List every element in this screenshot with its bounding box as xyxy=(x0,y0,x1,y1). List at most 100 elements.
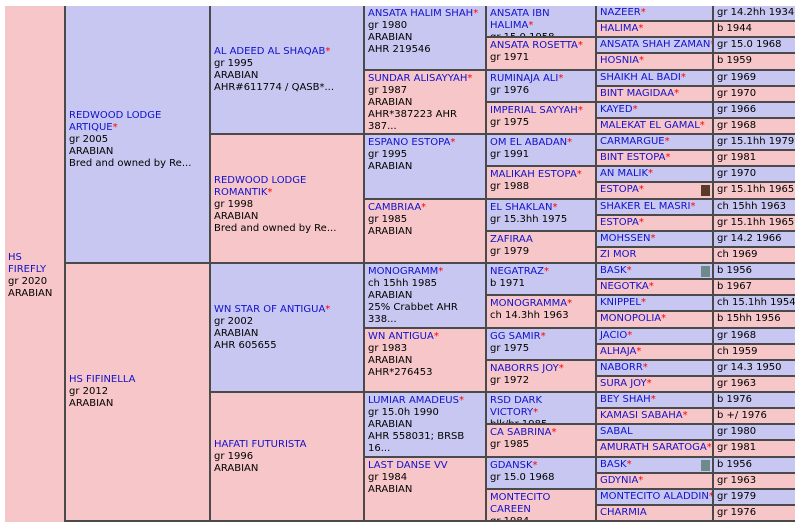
top-clipped-text xyxy=(0,0,800,6)
ancestor-date-cell: gr 1968 xyxy=(714,329,795,343)
ancestor-name-link[interactable]: AMURATH SARATOGA xyxy=(600,442,707,453)
ancestor-name-link[interactable]: NEGATRAZ xyxy=(490,266,544,277)
subject-horse-name-link[interactable]: HS FIREFLY xyxy=(8,252,47,275)
ancestor-cell-g4-6: EL SHAKLAN* gr 15.3hh 1975 xyxy=(487,200,595,230)
ancestor-name-link[interactable]: BINT MAGIDAA xyxy=(600,88,675,99)
ancestor-name-link[interactable]: MONTECITO CAREEN xyxy=(490,492,551,515)
ancestor-name-link[interactable]: LAST DANSE VV xyxy=(368,460,448,471)
ancestor-cell-g5-20: JACIO* xyxy=(597,329,712,343)
ancestor-name-link[interactable]: GG SAMIR xyxy=(490,331,541,342)
ancestor-cell-g3-5: WN ANTIGUA* gr 1983 ARABIAN AHR*276453 xyxy=(365,329,485,391)
ancestor-name-link[interactable]: HS FIFINELLA xyxy=(69,374,136,385)
ancestor-date: ch 1959 xyxy=(717,346,758,357)
ancestor-cell-g4-1: ANSATA ROSETTA* gr 1971 xyxy=(487,38,595,69)
ancestor-cell-g5-6: KAYED* xyxy=(597,103,712,117)
ancestor-date: b 1944 xyxy=(717,23,752,34)
ancestor-name-link[interactable]: REDWOOD LODGE ROMANTIK xyxy=(214,175,307,198)
ancestor-name-link[interactable]: CHARMIA xyxy=(600,507,647,518)
ancestor-name-link[interactable]: SHAIKH AL BADI xyxy=(600,72,681,83)
ancestor-date-cell: b +/ 1976 xyxy=(714,409,795,423)
ancestor-cell-g5-2: ANSATA SHAH ZAMAN* xyxy=(597,38,712,52)
ancestor-detail: gr 15.0 1958 xyxy=(490,32,592,36)
ancestor-name-link[interactable]: MONOPOLIA xyxy=(600,313,662,324)
ancestor-cell-g5-5: BINT MAGIDAA* xyxy=(597,87,712,101)
ancestor-detail: gr 1975 xyxy=(490,117,530,128)
ancestor-name-link[interactable]: JACIO xyxy=(600,330,628,341)
registered-star-icon: * xyxy=(438,266,444,277)
ancestor-name-link[interactable]: NAZEER xyxy=(600,7,641,18)
ancestor-name-link[interactable]: REDWOOD LODGE ARTIQUE xyxy=(69,110,162,133)
ancestor-name-link[interactable]: MALEKAT EL GAMAL xyxy=(600,120,700,131)
ancestor-name-link[interactable]: IMPERIAL SAYYAH xyxy=(490,105,578,116)
ancestor-name-link[interactable]: MOHSSEN xyxy=(600,233,651,244)
ancestor-detail: gr 1985 xyxy=(368,214,408,225)
ancestor-name-link[interactable]: BINT ESTOPA xyxy=(600,152,666,163)
ancestor-date-cell: b 1976 xyxy=(714,393,795,407)
registered-star-icon: * xyxy=(543,266,549,277)
ancestor-name-link[interactable]: GDANSK xyxy=(490,460,533,471)
ancestor-name-link[interactable]: ESPANO ESTOPA xyxy=(368,137,451,148)
ancestor-name-link[interactable]: KAMASI SABAHA xyxy=(600,410,683,421)
ancestor-name-link[interactable]: NABORR xyxy=(600,362,643,373)
ancestor-name-link[interactable]: MONOGRAMMA xyxy=(490,298,568,309)
ancestor-name-link[interactable]: ANSATA ROSETTA xyxy=(490,40,578,51)
ancestor-name-link[interactable]: BEY SHAH xyxy=(600,394,651,405)
ancestor-detail: blk/br 1985 xyxy=(490,419,592,423)
ancestor-name-link[interactable]: WN STAR OF ANTIGUA xyxy=(214,304,326,315)
ancestor-cell-g5-0: NAZEER* xyxy=(597,6,712,20)
ancestor-name-link[interactable]: ESTOPA xyxy=(600,184,639,195)
ancestor-name-link[interactable]: SABAL xyxy=(600,426,633,437)
pedigree-table: HS FIREFLY gr 2020 ARABIAN REDWOOD LODGE AR… xyxy=(5,6,795,522)
ancestor-cell-g4-12: RSD DARK VICTORY*blk/br 1985 xyxy=(487,393,595,423)
ancestor-name-link[interactable]: ANSATA SHAH ZAMAN xyxy=(600,39,711,50)
ancestor-name-link[interactable]: OM EL ABADAN xyxy=(490,137,568,148)
ancestor-name-link[interactable]: CAMBRIAA xyxy=(368,202,422,213)
ancestor-name-link[interactable]: ANSATA IBN HALIMA xyxy=(490,8,550,31)
ancestor-name-link[interactable]: KNIPPEL xyxy=(600,297,641,308)
ancestor-cell-g5-12: SHAKER EL MASRI* xyxy=(597,200,712,214)
ancestor-name-link[interactable]: GDYNIA xyxy=(600,475,639,486)
ancestor-name-link[interactable]: NEGOTKA xyxy=(600,281,649,292)
ancestor-cell-g3-1: SUNDAR ALISAYYAH* gr 1987 ARABIAN AHR*38722… xyxy=(365,71,485,133)
ancestor-date: gr 1963 xyxy=(717,378,757,389)
ancestor-name-link[interactable]: BASK xyxy=(600,459,627,470)
registered-star-icon: * xyxy=(112,122,118,133)
ancestor-name-link[interactable]: HALIMA xyxy=(600,23,639,34)
ancestor-name-link[interactable]: MALIKAH ESTOPA xyxy=(490,169,577,180)
ancestor-detail: gr 1975 xyxy=(490,343,530,354)
ancestor-name-link[interactable]: ESTOPA xyxy=(600,217,639,228)
ancestor-name-link[interactable]: EL SHAKLAN xyxy=(490,202,553,213)
ancestor-name-link[interactable]: BASK xyxy=(600,265,627,276)
ancestor-name-link[interactable]: CARMARGUE xyxy=(600,136,665,147)
ancestor-name-link[interactable]: ZAFIRAA xyxy=(490,234,533,245)
ancestor-name-link[interactable]: HAFATI FUTURISTA xyxy=(214,439,307,450)
ancestor-cell-g4-8: NEGATRAZ* b 1971 xyxy=(487,264,595,294)
ancestor-name-link[interactable]: HOSNIA xyxy=(600,55,640,66)
ancestor-name-link[interactable]: LUMIAR AMADEUS xyxy=(368,395,459,406)
ancestor-name-link[interactable]: AN MALIK xyxy=(600,168,649,179)
ancestor-date-cell: b 1956 xyxy=(714,264,795,278)
ancestor-name-link[interactable]: KAYED xyxy=(600,104,633,115)
ancestor-name-link[interactable]: ZI MOR xyxy=(600,249,637,260)
ancestor-cell-g4-3: IMPERIAL SAYYAH* gr 1975 xyxy=(487,103,595,133)
ancestor-detail: Bred and owned by Re... xyxy=(214,223,337,234)
ancestor-name-link[interactable]: ALHAJA xyxy=(600,346,637,357)
ancestor-name-link[interactable]: RSD DARK VICTORY xyxy=(490,395,543,418)
ancestor-name-link[interactable]: SURA JOY xyxy=(600,378,647,389)
ancestor-date-cell: gr 1963 xyxy=(714,377,795,391)
ancestor-name-link[interactable]: AL ADEED AL SHAQAB xyxy=(214,46,326,57)
ancestor-name-link[interactable]: NABORRS JOY xyxy=(490,363,559,374)
ancestor-name-link[interactable]: SUNDAR ALISAYYAH xyxy=(368,73,468,84)
registered-star-icon: * xyxy=(325,304,331,315)
ancestor-date: gr 1981 xyxy=(717,442,757,453)
ancestor-name-link[interactable]: MONTECITO ALADDIN xyxy=(600,491,709,502)
ancestor-name-link[interactable]: WN ANTIGUA xyxy=(368,331,434,342)
ancestor-name-link[interactable]: RUMINAJA ALI xyxy=(490,73,559,84)
ancestor-name-link[interactable]: MONOGRAMM xyxy=(368,266,439,277)
ancestor-date: gr 1966 xyxy=(717,104,757,115)
ancestor-name-link[interactable]: CA SABRINA xyxy=(490,427,552,438)
ancestor-cell-g5-29: GDYNIA* xyxy=(597,474,712,488)
ancestor-name-link[interactable]: ANSATA HALIM SHAH xyxy=(368,8,474,19)
ancestor-name-link[interactable]: SHAKER EL MASRI xyxy=(600,201,691,212)
registered-star-icon: * xyxy=(661,313,667,324)
